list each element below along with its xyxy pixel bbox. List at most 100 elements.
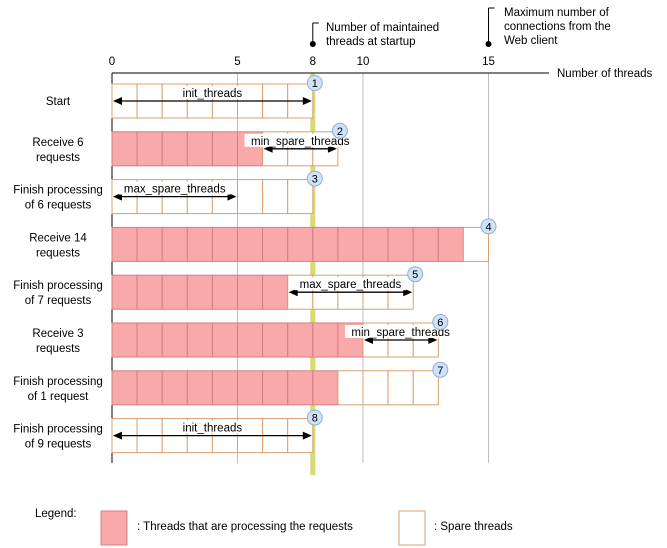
step-rows: Start init_threads 1 Receive 6 requests min_s… (13, 75, 497, 454)
step-label: of 7 requests (25, 295, 92, 307)
processing-thread-cell (111, 370, 138, 406)
step-label: requests (36, 343, 80, 355)
step-row-4: Receive 14 requests 4 (29, 218, 497, 262)
legend-title: Legend: (35, 508, 77, 520)
step-label: Receive 14 (29, 232, 87, 244)
step-label: Finish processing (13, 424, 102, 436)
step-label: of 9 requests (25, 439, 92, 451)
processing-thread-cell (186, 370, 213, 406)
step-number: 3 (312, 174, 318, 186)
step-row-8: Finish processing of 9 requests init_threa… (13, 409, 323, 454)
processing-thread-cell (262, 322, 289, 358)
range-arrow-label: max_spare_threads (124, 184, 226, 196)
processing-thread-cell (237, 274, 264, 310)
processing-thread-cell (211, 370, 238, 406)
processing-thread-cell (337, 226, 364, 262)
processing-thread-cell (237, 322, 264, 358)
processing-thread-cell (237, 370, 264, 406)
processing-thread-cell (287, 370, 314, 406)
processing-thread-cell (136, 226, 163, 262)
step-number: 6 (437, 317, 443, 329)
spare-thread-cell (387, 370, 414, 406)
step-number-badge: 7 (432, 361, 449, 378)
startup-marker-text: threads at startup (326, 36, 416, 48)
processing-thread-cell (362, 226, 389, 262)
processing-thread-cell (412, 226, 439, 262)
step-number-circle (407, 266, 424, 283)
step-label: Start (46, 96, 71, 108)
processing-thread-cell (186, 226, 213, 262)
step-row-7: Finish processing of 1 request 7 (13, 361, 449, 406)
max-connections-marker-text: Maximum number of (504, 7, 610, 19)
step-row-1: Start init_threads 1 (46, 75, 323, 119)
processing-thread-cell (136, 322, 163, 358)
legend-spare-swatch (398, 510, 426, 546)
max-connections-marker-dot (485, 41, 492, 47)
processing-thread-cell (161, 274, 188, 310)
legend-processing-label: : Threads that are processing the reques… (137, 521, 353, 533)
processing-thread-cell (312, 322, 339, 358)
startup-marker-text: Number of maintained (326, 22, 439, 34)
processing-thread-cell (186, 274, 213, 310)
processing-thread-cell (136, 131, 163, 167)
step-label: requests (36, 152, 80, 164)
max-connections-marker-text: connections from the (504, 21, 611, 33)
processing-thread-cell (211, 226, 238, 262)
step-row-3: Finish processing of 6 requests max_spare_… (13, 170, 323, 215)
step-label: Finish processing (13, 280, 102, 292)
step-number: 4 (485, 221, 491, 233)
range-arrow-label: init_threads (183, 88, 243, 100)
range-arrow-label: min_spare_threads (351, 327, 450, 339)
processing-thread-cell (161, 370, 188, 406)
range-arrow-label: min_spare_threads (251, 136, 350, 148)
range-arrow-label-bg (244, 133, 356, 147)
processing-thread-cell (287, 226, 314, 262)
axis-tick-label: 8 (310, 56, 316, 68)
range-arrow-label-bg (119, 181, 231, 195)
processing-thread-cell (237, 226, 264, 262)
step-number-badge: 6 (432, 314, 449, 330)
step-number-badge: 2 (331, 122, 348, 139)
step-number-circle (331, 122, 348, 139)
step-number-circle (306, 170, 323, 187)
step-label: of 6 requests (25, 200, 92, 212)
processing-thread-cell (161, 322, 188, 358)
processing-thread-cell (161, 226, 188, 262)
spare-thread-cell (337, 370, 364, 406)
processing-thread-cell (287, 322, 314, 358)
processing-thread-cell (312, 370, 339, 406)
processing-thread-cell (387, 226, 414, 262)
max-connections-marker-text: Web client (504, 35, 558, 47)
processing-thread-cell (211, 131, 238, 167)
processing-thread-cell (111, 322, 138, 358)
step-number-badge: 3 (306, 170, 323, 187)
axis-tick-label: 0 (109, 56, 115, 68)
legend: Legend: : Threads that are processing th… (35, 508, 513, 546)
spare-thread-cell (362, 370, 389, 406)
processing-thread-cell (312, 226, 339, 262)
range-arrow-head-right (302, 431, 312, 440)
range-arrow-label: init_threads (183, 423, 243, 435)
startup-marker-dot (309, 41, 316, 47)
range-arrow-label-bg (294, 277, 407, 291)
step-number-badge: 5 (407, 266, 424, 283)
step-row-5: Finish processing of 7 requests max_spare_… (13, 266, 424, 310)
processing-thread-cell (111, 131, 138, 167)
processing-thread-cell (437, 226, 464, 262)
processing-thread-cell (186, 131, 213, 167)
processing-thread-cell (262, 370, 289, 406)
legend-processing-swatch (100, 510, 128, 546)
step-number-circle (432, 314, 449, 330)
range-arrow-head-left (113, 431, 122, 440)
step-label: Receive 6 (32, 137, 83, 149)
step-label: Finish processing (13, 376, 102, 388)
step-number-badge: 8 (306, 409, 323, 426)
legend-spare-label: : Spare threads (434, 521, 513, 533)
processing-thread-cell (211, 322, 238, 358)
step-number-badge: 1 (306, 75, 323, 91)
processing-thread-cell (111, 274, 138, 310)
step-number-circle (432, 361, 449, 378)
